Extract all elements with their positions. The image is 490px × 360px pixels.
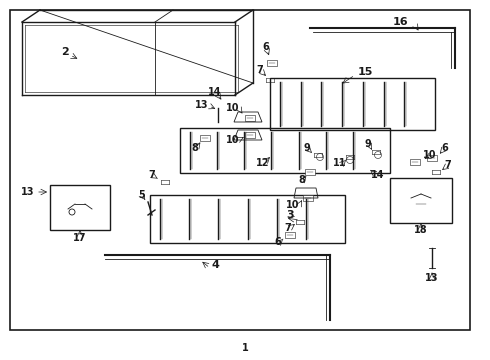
Bar <box>390 178 452 223</box>
Text: 14: 14 <box>208 87 222 97</box>
Text: 6: 6 <box>274 237 281 247</box>
Text: 2: 2 <box>61 47 69 57</box>
Bar <box>180 128 390 173</box>
Bar <box>303 195 313 201</box>
Bar <box>50 185 110 230</box>
Text: 16: 16 <box>392 17 408 27</box>
Bar <box>305 169 315 175</box>
Bar <box>200 135 210 141</box>
Text: 17: 17 <box>73 233 87 243</box>
Bar <box>410 159 420 165</box>
Bar <box>150 195 345 243</box>
Text: 10: 10 <box>226 135 240 145</box>
Text: 5: 5 <box>139 190 146 200</box>
Bar <box>245 132 255 138</box>
Bar <box>427 155 437 161</box>
Text: 9: 9 <box>365 139 371 149</box>
Text: 15: 15 <box>357 67 373 77</box>
Text: 8: 8 <box>298 175 305 185</box>
Text: 6: 6 <box>441 143 448 153</box>
Text: 10: 10 <box>226 103 240 113</box>
Text: 18: 18 <box>414 225 428 235</box>
Bar <box>270 78 435 130</box>
Bar <box>10 10 470 330</box>
Text: 1: 1 <box>242 343 248 353</box>
Bar <box>285 232 295 238</box>
Bar <box>267 60 277 66</box>
Text: 14: 14 <box>371 170 385 180</box>
Text: 10: 10 <box>286 200 300 210</box>
Text: 7: 7 <box>257 65 264 75</box>
Text: 13: 13 <box>21 187 35 197</box>
Text: 13: 13 <box>195 100 208 110</box>
Text: 9: 9 <box>304 143 310 153</box>
Text: 12: 12 <box>256 158 270 168</box>
Text: 13: 13 <box>425 273 439 283</box>
Text: 4: 4 <box>211 260 219 270</box>
Text: 6: 6 <box>263 42 270 52</box>
Bar <box>245 115 255 121</box>
Text: 7: 7 <box>285 223 292 233</box>
Text: 3: 3 <box>286 210 294 220</box>
Text: 7: 7 <box>444 160 451 170</box>
Text: 10: 10 <box>423 150 437 160</box>
Text: 11: 11 <box>333 158 347 168</box>
Text: 7: 7 <box>148 170 155 180</box>
Text: 8: 8 <box>192 143 198 153</box>
